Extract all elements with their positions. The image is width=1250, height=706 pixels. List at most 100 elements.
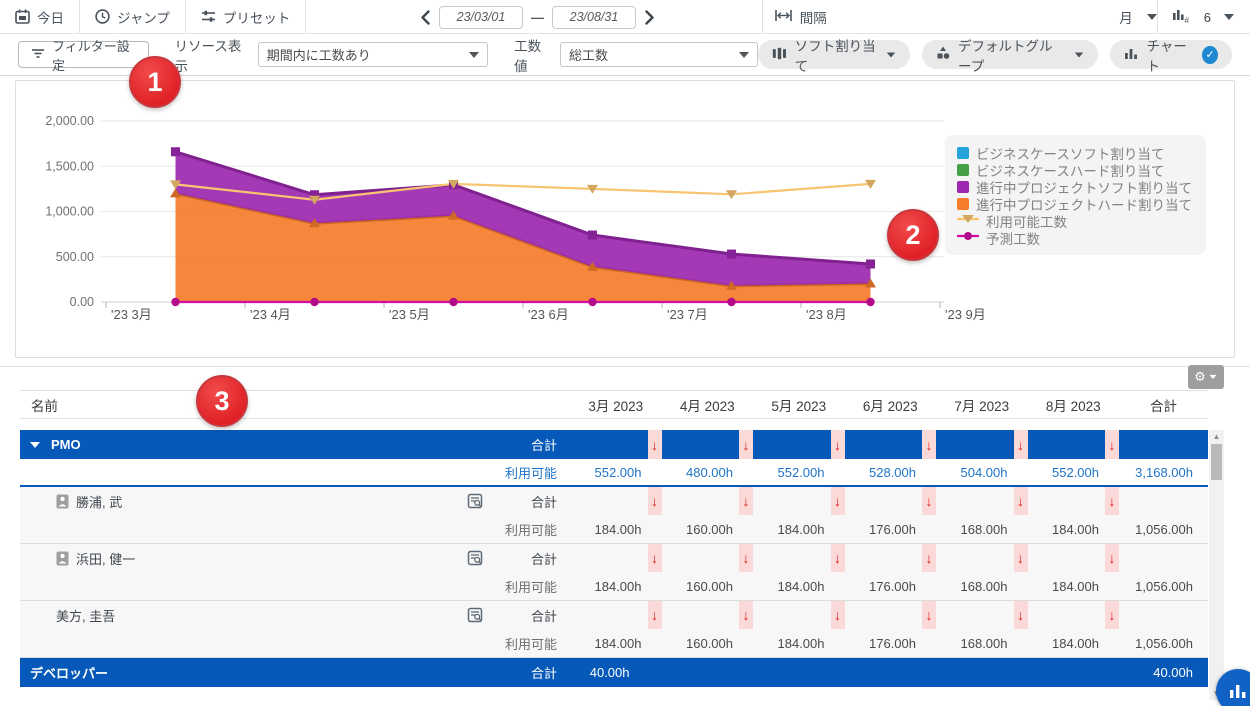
chevron-down-icon xyxy=(887,52,896,57)
scrollbar-up-arrow-icon[interactable]: ▲ xyxy=(1209,430,1224,443)
month-available-cell: 184.00h xyxy=(1028,515,1120,543)
month-available-cell: 480.00h xyxy=(662,459,754,485)
chevron-down-icon xyxy=(739,52,749,58)
member-section: 美方, 圭吾合計↓↓↓↓↓↓利用可能184.00h160.00h184.00h1… xyxy=(20,601,1208,658)
legend-swatch xyxy=(957,198,969,210)
empty-name-cell xyxy=(20,459,458,485)
chevron-down-icon xyxy=(1209,375,1216,379)
over-allocation-down-arrow-badge: ↓ xyxy=(831,430,845,459)
series-count-select[interactable]: # 6 xyxy=(1157,0,1250,34)
detail-search-icon[interactable] xyxy=(458,550,492,566)
column-header-month[interactable]: 8月 2023 xyxy=(1028,391,1120,418)
month-available-cell: 184.00h xyxy=(570,629,662,657)
preset-button[interactable]: プリセット xyxy=(186,0,307,33)
month-total-cell: ↓ xyxy=(662,430,754,459)
month-total-cell: ↓ xyxy=(936,430,1028,459)
column-header-month[interactable]: 4月 2023 xyxy=(662,391,754,418)
empty-name-cell xyxy=(20,572,458,600)
row-label-available: 利用可能 xyxy=(492,515,570,543)
chevron-down-icon xyxy=(1074,52,1083,57)
month-total-cell xyxy=(1028,658,1120,687)
month-total-cell: ↓ xyxy=(570,487,662,515)
person-avatar-icon xyxy=(56,494,69,509)
over-allocation-down-arrow-badge: ↓ xyxy=(922,430,936,459)
soft-assignment-button[interactable]: ソフト割り当て xyxy=(758,40,910,69)
effort-value-value: 総工数 xyxy=(569,45,608,64)
over-allocation-down-arrow-badge: ↓ xyxy=(1105,601,1119,629)
month-available-cell: 552.00h xyxy=(570,459,662,485)
legend-item[interactable]: 進行中プロジェクトソフト割り当て xyxy=(957,178,1192,195)
month-total-cell: ↓ xyxy=(753,544,845,572)
default-group-button[interactable]: デフォルトグループ xyxy=(922,40,1098,69)
chart-count-icon: # xyxy=(1172,8,1191,26)
member-name: 勝浦, 武 xyxy=(76,492,122,511)
column-header-total[interactable]: 合計 xyxy=(1119,391,1208,418)
row-label-available: 利用可能 xyxy=(492,572,570,600)
month-available-cell: 176.00h xyxy=(845,515,937,543)
soft-assignment-label: ソフト割り当て xyxy=(795,35,878,75)
table-settings-button[interactable]: ⚙ xyxy=(1188,365,1224,389)
svg-text:'23 6月: '23 6月 xyxy=(528,307,569,322)
column-header-month[interactable]: 3月 2023 xyxy=(570,391,662,418)
date-to-input[interactable]: 23/08/31 xyxy=(552,6,636,29)
table-scrollbar[interactable]: ▲ ▼ xyxy=(1209,430,1224,700)
sum-total-cell: 40.00h xyxy=(1119,658,1208,687)
filter-settings-button[interactable]: フィルター設定 xyxy=(18,41,149,68)
group-name-cell[interactable]: PMO xyxy=(20,430,458,459)
month-total-cell: 40.00h xyxy=(570,658,662,687)
svg-text:#: # xyxy=(1184,16,1189,23)
over-allocation-down-arrow-badge: ↓ xyxy=(739,430,753,459)
detail-search-icon[interactable] xyxy=(458,607,492,623)
table-row: 利用可能184.00h160.00h184.00h176.00h168.00h1… xyxy=(20,515,1208,543)
detail-search-icon[interactable] xyxy=(458,493,492,509)
calendar-icon xyxy=(15,9,30,24)
prev-period-chevron-icon[interactable] xyxy=(420,10,431,25)
column-header-month[interactable]: 6月 2023 xyxy=(845,391,937,418)
expand-caret-icon[interactable] xyxy=(30,442,40,448)
legend-item[interactable]: ビジネスケースハード割り当て xyxy=(957,161,1192,178)
bar-chart-icon xyxy=(1124,47,1139,63)
member-name-cell[interactable]: 勝浦, 武 xyxy=(20,487,458,515)
jump-button[interactable]: ジャンプ xyxy=(80,0,186,33)
legend-item[interactable]: 進行中プロジェクトハード割り当て xyxy=(957,195,1192,212)
row-label-total: 合計 xyxy=(492,430,570,459)
member-name-cell[interactable]: 美方, 圭吾 xyxy=(20,601,458,629)
effort-value-select[interactable]: 総工数 xyxy=(560,42,758,67)
month-available-cell: 552.00h xyxy=(1028,459,1120,485)
sum-available-cell: 3,168.00h xyxy=(1119,459,1208,485)
sum-total-cell xyxy=(1119,544,1208,572)
interval-select[interactable]: 間隔 月 xyxy=(762,0,1157,34)
column-header-month[interactable]: 7月 2023 xyxy=(936,391,1028,418)
chevron-down-icon xyxy=(469,52,479,58)
chevron-down-icon xyxy=(1224,14,1234,20)
column-header-rowlabel xyxy=(492,391,570,418)
scrollbar-thumb[interactable] xyxy=(1211,444,1222,480)
month-total-cell: ↓ xyxy=(845,487,937,515)
month-available-cell: 184.00h xyxy=(753,515,845,543)
sum-total-cell xyxy=(1119,487,1208,515)
group-name: デベロッパー xyxy=(30,663,108,682)
legend-swatch xyxy=(957,164,969,176)
month-available-cell: 176.00h xyxy=(845,629,937,657)
chart-toggle-button[interactable]: チャート ✓ xyxy=(1110,40,1232,69)
member-section: 勝浦, 武合計↓↓↓↓↓↓利用可能184.00h160.00h184.00h17… xyxy=(20,487,1208,544)
today-button[interactable]: 今日 xyxy=(0,0,80,33)
legend-item[interactable]: ビジネスケースソフト割り当て xyxy=(957,144,1192,161)
column-header-month[interactable]: 5月 2023 xyxy=(753,391,845,418)
month-total-cell: ↓ xyxy=(570,601,662,629)
date-from-input[interactable]: 23/03/01 xyxy=(439,6,523,29)
month-total-cell: ↓ xyxy=(1028,430,1120,459)
month-available-cell: 168.00h xyxy=(936,515,1028,543)
member-name: 美方, 圭吾 xyxy=(56,606,115,625)
group-name-cell[interactable]: デベロッパー xyxy=(20,658,458,687)
date-range-control: 23/03/01 — 23/08/31 xyxy=(420,0,655,34)
over-allocation-down-arrow-badge: ↓ xyxy=(739,544,753,572)
member-name-cell[interactable]: 浜田, 健一 xyxy=(20,544,458,572)
group-name: PMO xyxy=(51,437,81,452)
svg-text:1,000.00: 1,000.00 xyxy=(45,205,94,219)
legend-item[interactable]: 利用可能工数 xyxy=(957,212,1192,229)
next-period-chevron-icon[interactable] xyxy=(644,10,655,25)
legend-item[interactable]: 予測工数 xyxy=(957,229,1192,246)
resource-display-select[interactable]: 期間内に工数あり xyxy=(258,42,488,67)
annotation-circle-3: 3 xyxy=(196,375,248,427)
